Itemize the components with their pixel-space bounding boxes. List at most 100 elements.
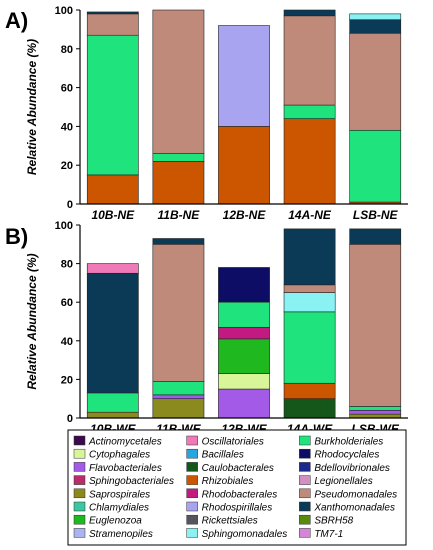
bar-segment-xanthomonadales <box>349 228 402 245</box>
legend-label: Saprospirales <box>89 489 150 500</box>
legend-label: Burkholderiales <box>314 437 383 448</box>
bar-segment-saprospirales <box>152 398 205 419</box>
legend-item-flavobacteriales: Flavobacteriales <box>73 462 162 474</box>
y-axis-label: Relative Abundance (%) <box>25 39 39 175</box>
legend-label: Caulobacterales <box>202 463 274 474</box>
bar-segment-burkholderiales <box>152 381 205 396</box>
bar-segment-rhizobiales <box>218 126 270 205</box>
legend-item-rhodocyclales: Rhodocyclales <box>299 448 379 461</box>
bar-segment-pseudomonadales <box>349 244 402 407</box>
bar-segment-xanthomonadales <box>349 19 402 34</box>
legend-swatch <box>73 514 86 525</box>
chart-panel-2: B)Relative Abundance (%)10B-WE 11B-WE 12B-… <box>5 220 408 436</box>
legend-item-chlamydiales: Chlamydiales <box>73 501 149 514</box>
legend-label: Pseudomonadales <box>314 489 397 500</box>
bar-segment-burkholderiales <box>283 311 336 384</box>
legend-label: Actinomycetales <box>88 437 162 448</box>
y-tick-label: 60 <box>61 297 73 309</box>
y-tick-label: 80 <box>61 44 73 56</box>
bar-segment-saprospirales <box>86 411 139 419</box>
legend-label: Flavobacteriales <box>89 463 162 474</box>
legend-swatch <box>186 528 198 538</box>
bar-segment-sphingomonadales <box>349 13 402 21</box>
bar-segment-burkholderiales <box>86 34 139 176</box>
bar-segment-flavobacteriales <box>349 409 402 415</box>
legend-box <box>67 429 407 546</box>
bar-segment-burkholderiales <box>218 301 270 328</box>
legend-swatch <box>299 514 311 525</box>
legend-swatch <box>299 501 311 512</box>
legend-swatch <box>186 435 198 446</box>
legend-item-rhodospirillales: Rhodospirillales <box>186 501 273 514</box>
legend-swatch <box>299 488 311 499</box>
bar-segment-pseudomonadales <box>349 32 402 131</box>
y-tick-label: 0 <box>67 413 73 425</box>
legend-item-bdellovibrionales: Bdellovibrionales <box>299 462 390 474</box>
legend-item-rickettsiales: Rickettsiales <box>186 514 258 527</box>
legend-label: Rhodospirillales <box>202 503 273 514</box>
legend-swatch <box>186 462 198 472</box>
legend-item-sphingomonadales: Sphingomonadales <box>186 528 287 540</box>
x-tick-label: 12B-NE <box>223 208 267 222</box>
bar-segment-rhodospirillales <box>218 25 270 127</box>
bar-segment-burkholderiales <box>152 153 205 162</box>
legend-item-stramenopiles: Stramenopiles <box>73 528 153 540</box>
legend-item-saprospirales: Saprospirales <box>73 488 150 500</box>
legend-swatch <box>73 462 86 472</box>
bar-segment-euglenozoa <box>218 338 270 374</box>
bar-segment-pseudomonadales <box>283 15 336 106</box>
legend-item-sphingobacteriales: Sphingobacteriales <box>73 475 174 487</box>
bar-segment-rhizobiales <box>283 118 336 205</box>
legend-label: Bdellovibrionales <box>314 463 390 474</box>
chart-panel-1: A) Relative Abundance (%) 10B-NE 11B-NE 12B-… <box>5 5 408 222</box>
legend-label: Rhodocyclales <box>314 450 379 461</box>
bar-segment-xanthomonadales <box>283 228 336 286</box>
legend-swatch <box>299 528 311 538</box>
legend-label: Rhizobiales <box>202 476 254 487</box>
y-tick-label: 100 <box>55 220 73 232</box>
legend-swatch <box>73 435 86 446</box>
legend-item-bacillales: Bacillales <box>186 448 244 461</box>
legend-item-oscillatoriales: Oscillatoriales <box>186 435 264 448</box>
bar-segment-caulobacterales <box>283 398 336 419</box>
legend-item-legionellales: Legionellales <box>299 475 373 487</box>
bar-segment-rhodocyclales <box>218 267 270 303</box>
bar-segment-cytophagales <box>218 373 270 390</box>
bar-segment-sphingomonadales <box>283 292 336 313</box>
bar-segment-burkholderiales <box>283 104 336 119</box>
x-tick-label: 10B-NE <box>91 208 135 222</box>
legend-label: Bacillales <box>202 450 244 461</box>
panel-label: B) <box>5 224 28 249</box>
legend-item-rhizobiales: Rhizobiales <box>186 475 254 487</box>
bar-segment-pseudomonadales <box>283 284 336 293</box>
legend-label: Euglenozoa <box>89 516 142 527</box>
legend-label: Sphingobacteriales <box>89 476 174 487</box>
legend-item-cytophagales: Cytophagales <box>73 448 150 461</box>
x-tick-label: 14A-NE <box>288 208 332 222</box>
legend-swatch <box>299 462 311 472</box>
legend-swatch <box>186 475 198 485</box>
bar-segment-xanthomonadales <box>86 272 139 394</box>
legend-swatch <box>186 501 198 512</box>
legend-item-burkholderiales: Burkholderiales <box>299 435 383 448</box>
legend-swatch <box>73 488 86 499</box>
bar-segment-burkholderiales <box>86 392 139 413</box>
y-tick-label: 40 <box>61 336 73 348</box>
legend-item-sbrh58: SBRH58 <box>299 514 354 527</box>
y-axis-label: Relative Abundance (%) <box>25 253 39 389</box>
legend-label: Oscillatoriales <box>202 437 264 448</box>
legend-swatch <box>73 475 86 485</box>
legend-label: Rickettsiales <box>202 516 258 527</box>
legend-swatch <box>299 435 311 446</box>
y-tick-label: 0 <box>67 199 73 211</box>
legend-label: Rhodobacterales <box>202 489 278 500</box>
bar-segment-rhizobiales <box>283 382 336 400</box>
legend-item-rhodobacterales: Rhodobacterales <box>186 488 278 500</box>
legend-item-actinomycetales: Actinomycetales <box>73 435 162 448</box>
bar-segment-xanthomonadales <box>283 9 336 17</box>
legend-item-xanthomonadales: Xanthomonadales <box>299 501 395 514</box>
legend-label: Legionellales <box>314 476 372 487</box>
y-tick-label: 60 <box>61 83 73 95</box>
bar-segment-rhizobiales <box>152 161 205 205</box>
bar-segment-oscillatoriales <box>86 263 139 274</box>
